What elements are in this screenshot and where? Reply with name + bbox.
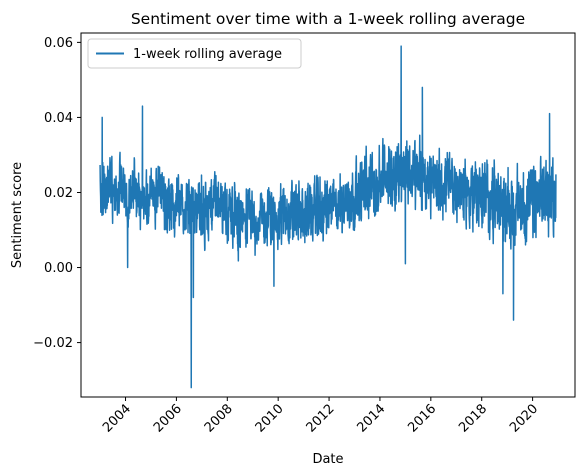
series-layer <box>99 45 557 389</box>
chart-title: Sentiment over time with a 1-week rollin… <box>131 10 525 28</box>
x-axis-label: Date <box>312 452 343 467</box>
plot-frame <box>80 32 576 398</box>
legend: 1-week rolling average <box>87 38 302 69</box>
legend-label: 1-week rolling average <box>133 47 282 62</box>
y-axis-label: Sentiment score <box>10 162 25 268</box>
y-tick-label: 0.06 <box>44 36 73 51</box>
y-tick-label: 0.00 <box>44 261 73 276</box>
y-tick-label: −0.02 <box>33 336 73 351</box>
legend-box <box>87 38 302 69</box>
y-tick-label: 0.02 <box>44 186 73 201</box>
y-tick-label: 0.04 <box>44 111 73 126</box>
series-line-rolling-average <box>99 45 557 389</box>
plot-area <box>80 32 576 398</box>
y-axis: −0.02 0.00 0.02 0.04 0.06 <box>33 36 81 351</box>
